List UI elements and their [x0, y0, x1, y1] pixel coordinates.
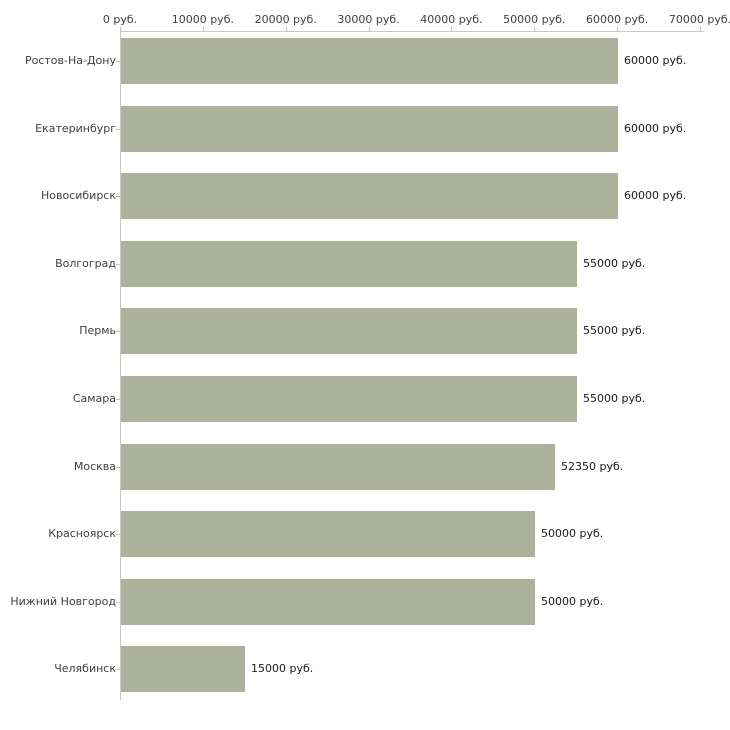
x-tick-label: 60000 руб.: [586, 13, 649, 26]
x-tick-mark: [285, 27, 287, 32]
value-label: 55000 руб.: [583, 392, 646, 405]
y-tick-mark: [116, 467, 120, 468]
bar-6: [121, 376, 577, 422]
y-tick-mark: [116, 61, 120, 62]
category-label: Челябинск: [54, 662, 116, 675]
y-tick-mark: [116, 602, 120, 603]
category-label: Красноярск: [48, 527, 116, 540]
bar-3: [121, 173, 618, 219]
category-label: Волгоград: [55, 257, 116, 270]
category-label: Ростов-На-Дону: [24, 54, 116, 67]
value-label: 60000 руб.: [624, 122, 687, 135]
bar-5: [121, 308, 577, 354]
value-label: 52350 руб.: [561, 460, 624, 473]
x-tick-label: 0 руб.: [102, 13, 138, 26]
category-label: Нижний Новгород: [10, 595, 116, 608]
x-tick-label: 10000 руб.: [171, 13, 234, 26]
y-tick-mark: [116, 264, 120, 265]
category-label: Новосибирск: [40, 189, 116, 202]
x-tick-label: 40000 руб.: [420, 13, 483, 26]
category-label: Самара: [72, 392, 116, 405]
x-tick-mark: [700, 27, 701, 32]
value-label: 50000 руб.: [541, 527, 604, 540]
x-tick-mark: [534, 27, 536, 32]
y-tick-mark: [116, 534, 120, 535]
x-tick-label: 20000 руб.: [254, 13, 317, 26]
value-label: 50000 руб.: [541, 595, 604, 608]
x-tick-mark: [617, 27, 619, 32]
y-axis-line: [120, 31, 121, 700]
category-label: Екатеринбург: [35, 122, 116, 135]
y-tick-mark: [116, 196, 120, 197]
bar-1: [121, 38, 618, 84]
x-tick-mark: [120, 27, 121, 32]
x-tick-label: 30000 руб.: [337, 13, 400, 26]
bar-10: [121, 646, 245, 692]
y-tick-mark: [116, 331, 120, 332]
bar-2: [121, 106, 618, 152]
bar-7: [121, 444, 555, 490]
x-tick-mark: [202, 27, 204, 32]
value-label: 55000 руб.: [583, 324, 646, 337]
x-tick-mark: [451, 27, 453, 32]
value-label: 60000 руб.: [624, 54, 687, 67]
bar-8: [121, 511, 535, 557]
category-label: Пермь: [79, 324, 116, 337]
x-tick-label: 70000 руб.: [668, 13, 730, 26]
y-tick-mark: [116, 669, 120, 670]
y-tick-mark: [116, 129, 120, 130]
y-tick-mark: [116, 399, 120, 400]
x-tick-label: 50000 руб.: [503, 13, 566, 26]
x-axis-line: [120, 31, 704, 32]
value-label: 15000 руб.: [251, 662, 314, 675]
category-label: Москва: [73, 460, 116, 473]
bar-4: [121, 241, 577, 287]
value-label: 55000 руб.: [583, 257, 646, 270]
value-label: 60000 руб.: [624, 189, 687, 202]
x-tick-mark: [368, 27, 370, 32]
bar-9: [121, 579, 535, 625]
